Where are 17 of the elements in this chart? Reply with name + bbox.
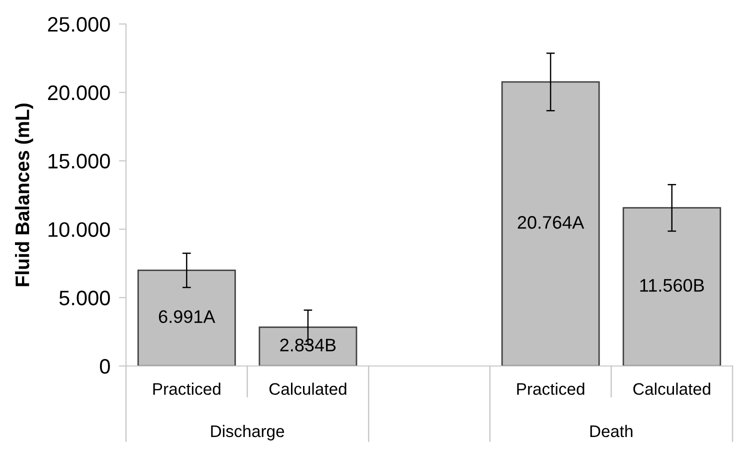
y-tick-label: 5.000 bbox=[59, 290, 110, 306]
x-tick-label: Practiced bbox=[153, 382, 220, 395]
data-label: 20.764A bbox=[518, 216, 584, 229]
y-tick-label: 25.000 bbox=[48, 17, 110, 32]
x-tick-label: Practiced bbox=[517, 382, 584, 395]
x-tick-label: Calculated bbox=[633, 382, 710, 395]
data-label: 11.560B bbox=[640, 278, 704, 292]
y-tick-label: 10.000 bbox=[48, 222, 110, 237]
y-tick-label: 15.000 bbox=[48, 154, 110, 169]
data-label: 2.834B bbox=[280, 338, 336, 352]
text: Death bbox=[590, 424, 632, 438]
y-tick-label: 0 bbox=[100, 359, 110, 374]
x-tick-label: Calculated bbox=[269, 382, 346, 395]
y-axis-title: Fluid Balances (mL) bbox=[14, 104, 34, 286]
y-tick-label: 20.000 bbox=[48, 85, 110, 100]
text: Discharge bbox=[211, 424, 284, 440]
data-label: 6.991A bbox=[158, 310, 216, 324]
